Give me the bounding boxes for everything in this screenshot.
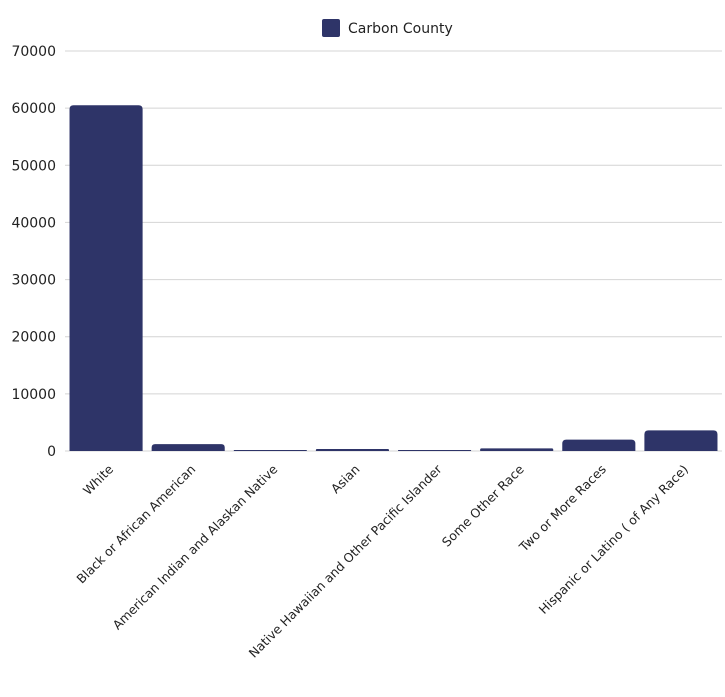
bars xyxy=(69,105,718,452)
y-axis-tick-labels: 0 10000 20000 30000 40000 50000 60000 70000 xyxy=(11,44,56,460)
x-category-label: Asian xyxy=(328,462,363,497)
x-category-label: Native Hawaiian and Other Pacific Island… xyxy=(246,461,446,661)
bar-5 xyxy=(480,448,554,451)
x-category-label: White xyxy=(80,461,117,498)
x-category-label: Hispanic or Latino ( of Any Race) xyxy=(536,462,691,617)
bar-7 xyxy=(644,430,718,451)
bar-0 xyxy=(69,105,143,452)
x-category-label: Two or More Races xyxy=(515,462,609,556)
gridlines xyxy=(65,50,722,452)
y-tick-label: 30000 xyxy=(11,273,56,289)
bar-2 xyxy=(233,450,307,451)
y-tick-label: 0 xyxy=(47,444,56,460)
x-category-label: American Indian and Alaskan Native xyxy=(109,461,280,632)
y-tick-label: 10000 xyxy=(11,387,56,403)
legend: Carbon County xyxy=(322,19,453,37)
legend-label-carbon-county: Carbon County xyxy=(348,21,453,37)
y-tick-label: 40000 xyxy=(11,215,56,231)
y-tick-label: 70000 xyxy=(11,44,56,60)
y-tick-label: 60000 xyxy=(11,101,56,117)
bar-3 xyxy=(315,449,389,451)
bar-4 xyxy=(398,450,472,451)
y-tick-label: 20000 xyxy=(11,330,56,346)
bar-6 xyxy=(562,439,636,451)
legend-swatch xyxy=(322,19,340,37)
bar-1 xyxy=(151,444,225,451)
x-category-label: Some Other Race xyxy=(439,461,527,549)
y-tick-label: 50000 xyxy=(11,158,56,174)
